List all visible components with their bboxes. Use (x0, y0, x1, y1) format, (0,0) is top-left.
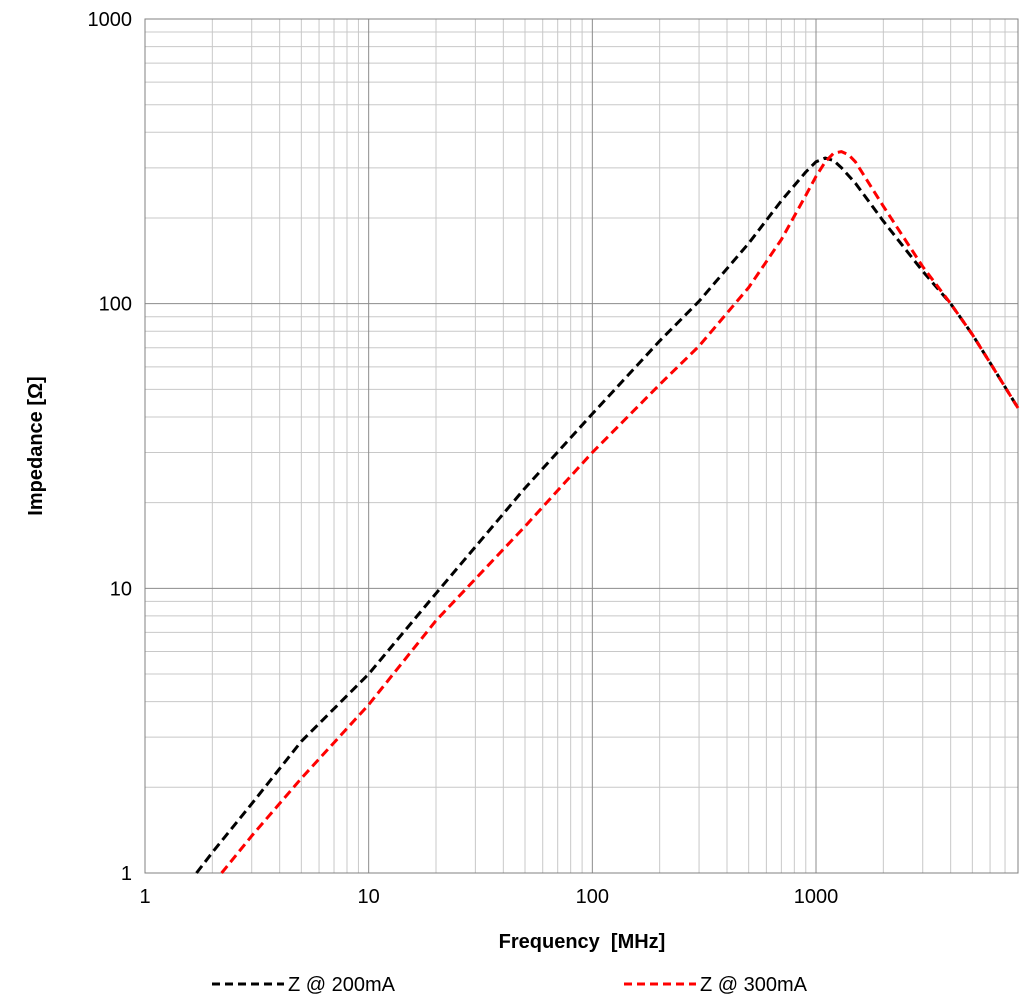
major-gridlines (144, 18, 1018, 874)
x-tick-label: 1 (139, 886, 150, 908)
series-layer (195, 150, 1020, 874)
y-tick-label: 1 (121, 863, 132, 885)
x-axis-title: Frequency [MHz] (499, 931, 666, 953)
y-axis-title: Impedance [Ω] (25, 376, 47, 515)
plot-area-frame (144, 18, 1019, 874)
minor-gridlines (145, 19, 1019, 873)
legend-label-z-200ma: Z @ 200mA (288, 974, 396, 996)
legend: Z @ 200mA Z @ 300mA (212, 974, 808, 996)
y-tick-label: 10 (110, 578, 132, 600)
series-line-z-300ma (220, 150, 1020, 874)
x-tick-label: 100 (576, 886, 609, 908)
x-axis-tick-labels: 1 10 100 1000 (139, 886, 838, 908)
x-tick-label: 1000 (794, 886, 839, 908)
x-tick-label: 10 (358, 886, 380, 908)
legend-label-z-300ma: Z @ 300mA (700, 974, 808, 996)
y-tick-label: 100 (99, 294, 132, 316)
y-axis-tick-labels: 1 10 100 1000 (88, 9, 133, 885)
series-line-z-200ma (195, 156, 1020, 874)
y-tick-label: 1000 (88, 9, 133, 31)
